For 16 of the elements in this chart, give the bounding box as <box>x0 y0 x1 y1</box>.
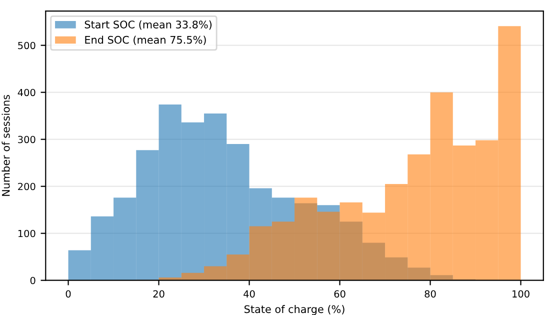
y-tick-label: 400 <box>18 88 36 96</box>
x-tick-label: 0 <box>66 290 71 298</box>
x-tick-label: 20 <box>153 290 164 298</box>
y-tick-label: 300 <box>18 136 36 144</box>
y-tick-label: 100 <box>18 230 36 238</box>
legend-label: Start SOC (mean 33.8%) <box>84 20 212 30</box>
y-tick-label: 0 <box>30 276 36 284</box>
x-tick-label: 100 <box>512 290 530 298</box>
legend-label: End SOC (mean 75.5%) <box>85 36 206 45</box>
x-tick-label: 40 <box>244 290 255 298</box>
x-tick-label: 80 <box>424 290 436 298</box>
y-axis-title: Number of sessions <box>2 94 10 196</box>
x-tick-label: 60 <box>334 290 346 298</box>
y-tick-label: 200 <box>18 182 36 190</box>
y-tick-label: 500 <box>18 42 36 50</box>
x-axis-title: State of charge (%) <box>244 305 344 315</box>
